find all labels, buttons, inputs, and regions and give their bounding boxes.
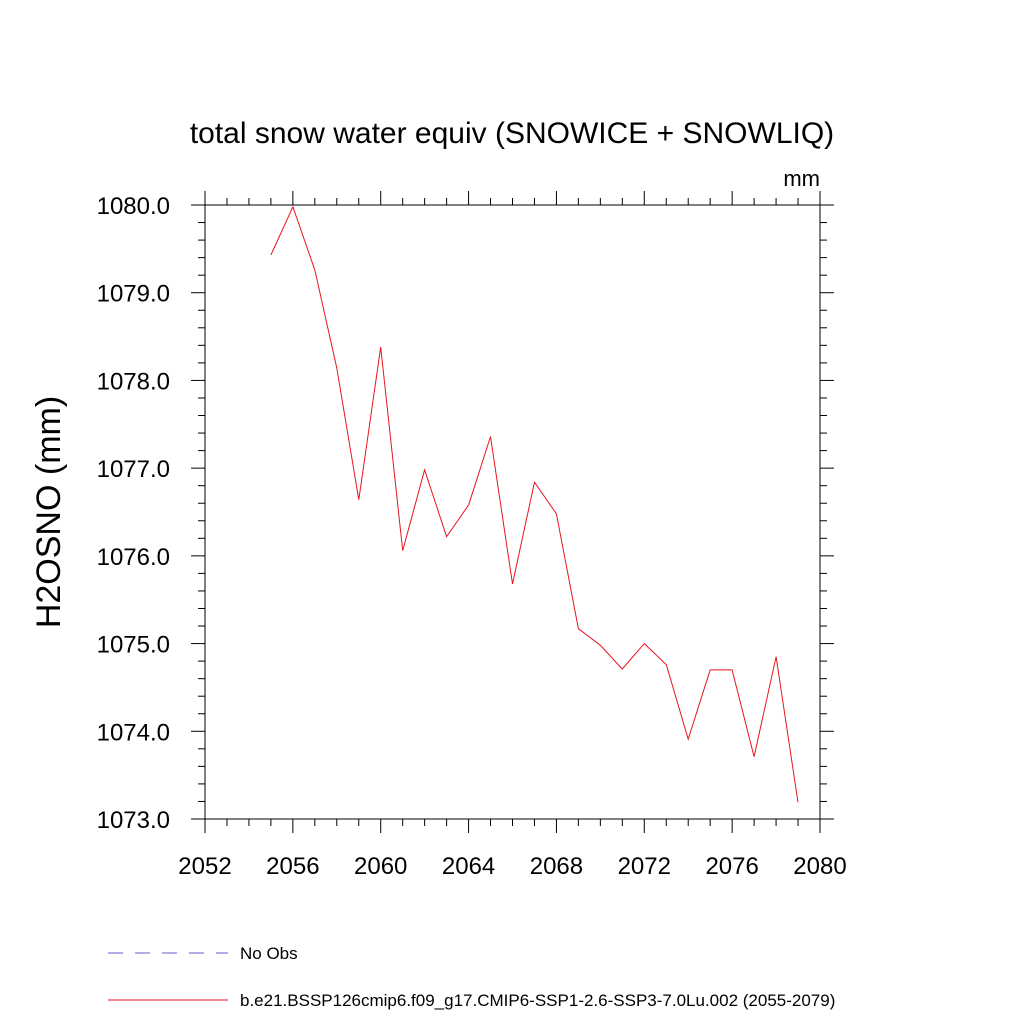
chart-title: total snow water equiv (SNOWICE + SNOWLI… xyxy=(190,117,834,150)
y-tick-label: 1079.0 xyxy=(97,281,170,308)
units-label: mm xyxy=(783,166,820,191)
x-tick-label: 2056 xyxy=(266,853,319,880)
y-tick-label: 1073.0 xyxy=(97,807,170,834)
x-tick-label: 2076 xyxy=(705,853,758,880)
legend-label: No Obs xyxy=(240,944,298,963)
y-tick-label: 1078.0 xyxy=(97,368,170,395)
x-tick-label: 2064 xyxy=(442,853,495,880)
x-tick-label: 2068 xyxy=(530,853,583,880)
y-tick-label: 1074.0 xyxy=(97,719,170,746)
y-tick-label: 1076.0 xyxy=(97,544,170,571)
series-line xyxy=(270,205,799,803)
x-tick-label: 2080 xyxy=(793,853,846,880)
x-tick-label: 2072 xyxy=(618,853,671,880)
plot-frame xyxy=(204,204,821,820)
series-layer xyxy=(270,205,799,803)
y-tick-label: 1077.0 xyxy=(97,456,170,483)
y-tick-label: 1075.0 xyxy=(97,632,170,659)
axis-ticks xyxy=(191,191,834,833)
y-tick-label: 1080.0 xyxy=(97,193,170,220)
legend: No Obs b.e21.BSSP126cmip6.f09_g17.CMIP6-S… xyxy=(108,944,835,1010)
y-axis-label: H2OSNO (mm) xyxy=(30,396,68,628)
axis-tick-labels: 2052 2056 2060 2064 2068 2072 2076 2080 1073.0 10… xyxy=(97,193,847,880)
x-tick-label: 2052 xyxy=(178,853,231,880)
x-tick-label: 2060 xyxy=(354,853,407,880)
legend-label: b.e21.BSSP126cmip6.f09_g17.CMIP6-SSP1-2.… xyxy=(240,991,835,1010)
